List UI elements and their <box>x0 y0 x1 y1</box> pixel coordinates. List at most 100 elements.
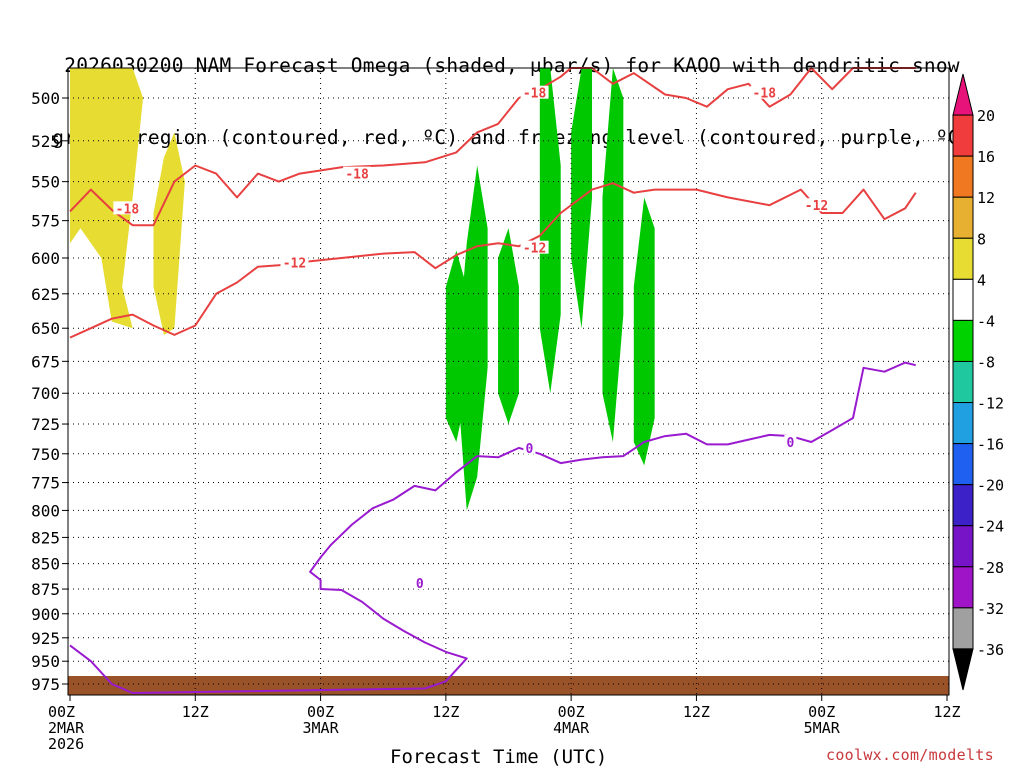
contour-label-bg-8 <box>784 435 797 449</box>
xtick-label-36-0: 12Z <box>432 703 459 721</box>
contours <box>69 67 917 694</box>
colorbar-swatch-13 <box>952 607 974 650</box>
xtick-label-48-1: 4MAR <box>553 719 590 737</box>
contour-label-7: 0 <box>525 442 533 457</box>
colorbar-label-1: 16 <box>977 148 995 166</box>
contour-label-6: -12 <box>805 199 828 214</box>
contour-line-2 <box>69 361 916 694</box>
contour-labels: -18 -18 -18 -18 -12 -12 -12 0 0 0 <box>113 85 831 592</box>
ytick-label-825: 825 <box>31 528 60 547</box>
colorbar-label-12: -32 <box>977 600 1004 618</box>
contour-label-8: 0 <box>786 436 794 451</box>
colorbar-label-7: -12 <box>977 395 1004 413</box>
colorbar-swatch-1 <box>952 114 974 157</box>
contour-label-bg-4 <box>280 255 309 269</box>
ytick-label-875: 875 <box>31 580 60 599</box>
ytick-label-975: 975 <box>31 675 60 694</box>
ytick-label-575: 575 <box>31 212 60 231</box>
ytick-label-800: 800 <box>31 501 60 520</box>
ytick-label-700: 700 <box>31 384 60 403</box>
xtick-label-60-0: 12Z <box>683 703 710 721</box>
contour-label-bg-6 <box>802 198 831 212</box>
colorbar-swatch-11 <box>952 525 974 568</box>
xtick-label-24-0: 00Z <box>307 703 334 721</box>
colorbar-swatch-10 <box>952 484 974 527</box>
omega-region-3 <box>456 165 488 511</box>
ytick-label-750: 750 <box>31 445 60 464</box>
xtick-label-12-0: 12Z <box>182 703 209 721</box>
contour-label-2: -18 <box>523 87 547 102</box>
xtick-label-84-0: 12Z <box>933 703 960 721</box>
colorbar-label-10: -24 <box>977 518 1004 536</box>
colorbar-label-6: -8 <box>977 353 995 371</box>
contour-label-bg-5 <box>520 240 549 254</box>
ytick-label-600: 600 <box>31 249 60 268</box>
colorbar-label-8: -16 <box>977 436 1004 454</box>
omega-region-4 <box>498 228 519 425</box>
ytick-label-925: 925 <box>31 629 60 648</box>
ytick-label-550: 550 <box>31 173 60 192</box>
omega-region-5 <box>539 68 561 394</box>
colorbar-swatch-4 <box>952 237 974 280</box>
colorbar-swatch-0 <box>952 73 974 116</box>
colorbar-swatch-3 <box>952 196 974 239</box>
contour-label-3: -18 <box>753 87 777 102</box>
contour-label-bg-3 <box>750 85 779 99</box>
colorbar-label-13: -36 <box>977 641 1004 659</box>
contour-line-1 <box>69 182 917 339</box>
colorbar: 20 16 12 8 4 -4 -8 -12 -16 -20 -24 -28 -32 -36 <box>952 73 1004 691</box>
x-axis-title: Forecast Time (UTC) <box>390 746 608 768</box>
contour-label-5: -12 <box>523 242 546 257</box>
ytick-label-775: 775 <box>31 474 60 493</box>
colorbar-label-5: -4 <box>977 312 995 330</box>
contour-label-1: -18 <box>345 168 369 183</box>
credit-link[interactable]: coolwx.com/modelts <box>826 746 994 764</box>
colorbar-label-2: 12 <box>977 189 995 207</box>
contour-label-bg-7 <box>523 440 536 454</box>
colorbar-swatch-14 <box>952 648 974 691</box>
ytick-label-675: 675 <box>31 352 60 371</box>
contour-label-9: 0 <box>416 577 424 592</box>
omega-shading <box>70 68 655 511</box>
ytick-label-500: 500 <box>31 89 60 108</box>
omega-region-1 <box>153 132 185 335</box>
colorbar-label-4: 4 <box>977 271 986 289</box>
colorbar-label-9: -20 <box>977 477 1004 495</box>
xtick-label-72-1: 5MAR <box>804 719 841 737</box>
omega-region-7 <box>602 68 624 443</box>
colorbar-swatch-7 <box>952 360 974 404</box>
contour-label-bg-2 <box>520 85 549 99</box>
xtick-label-0-2: 2026 <box>48 735 84 753</box>
colorbar-swatch-9 <box>952 443 974 486</box>
colorbar-swatch-12 <box>952 566 974 609</box>
contour-label-bg-0 <box>113 201 142 215</box>
colorbar-label-0: 20 <box>977 107 995 125</box>
colorbar-label-11: -28 <box>977 559 1004 577</box>
gridlines <box>68 68 949 695</box>
ytick-label-850: 850 <box>31 555 60 574</box>
contour-label-bg-9 <box>413 576 426 590</box>
xtick-label-0-1: 2MAR <box>48 719 85 737</box>
axes: 500 525 550 575 600 625 650 675 700 725 750 775 800 8… <box>31 89 960 753</box>
omega-region-0 <box>70 68 144 329</box>
ytick-label-525: 525 <box>31 132 60 151</box>
plot-frame <box>67 67 950 696</box>
ytick-label-950: 950 <box>31 652 60 671</box>
omega-region-8 <box>633 197 655 466</box>
xtick-label-72-0: 00Z <box>808 703 835 721</box>
xtick-label-48-0: 00Z <box>558 703 585 721</box>
contour-label-bg-1 <box>343 166 372 180</box>
colorbar-swatch-6 <box>952 319 974 362</box>
colorbar-swatch-5 <box>952 278 974 321</box>
contour-line-0 <box>69 67 916 227</box>
colorbar-swatch-2 <box>952 155 974 198</box>
ytick-label-725: 725 <box>31 415 60 434</box>
ytick-label-625: 625 <box>31 285 60 304</box>
colorbar-label-3: 8 <box>977 230 986 248</box>
colorbar-swatch-8 <box>952 402 974 445</box>
xtick-label-24-1: 3MAR <box>303 719 340 737</box>
ytick-label-900: 900 <box>31 605 60 624</box>
contour-label-0: -18 <box>116 202 140 217</box>
chart-title-line1: 2026030200 NAM Forecast Omega (shaded, μ… <box>64 54 960 77</box>
